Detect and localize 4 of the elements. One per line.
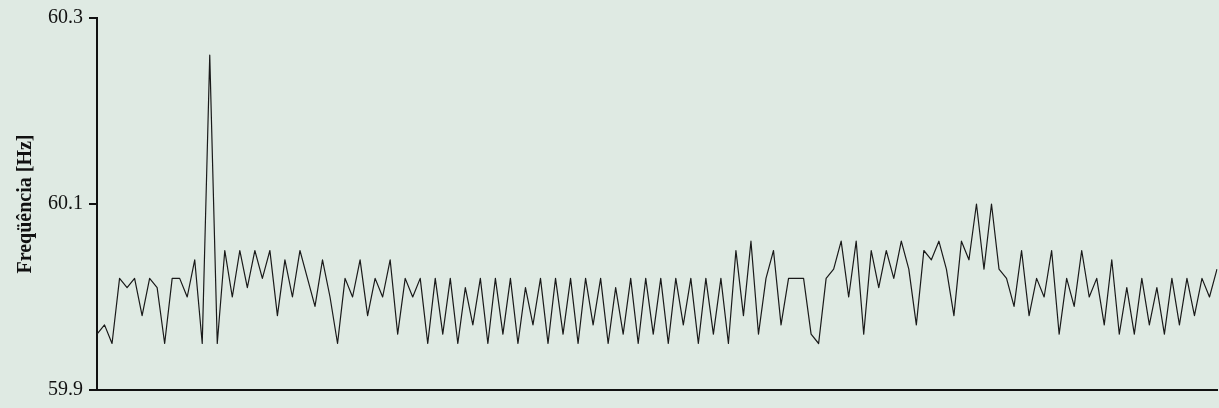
y-tick-label: 60.3 [48, 5, 83, 28]
y-tick-label: 60.1 [48, 191, 83, 214]
y-tick-label: 59.9 [48, 377, 83, 400]
y-axis-title: Freqüência [Hz] [13, 134, 37, 274]
